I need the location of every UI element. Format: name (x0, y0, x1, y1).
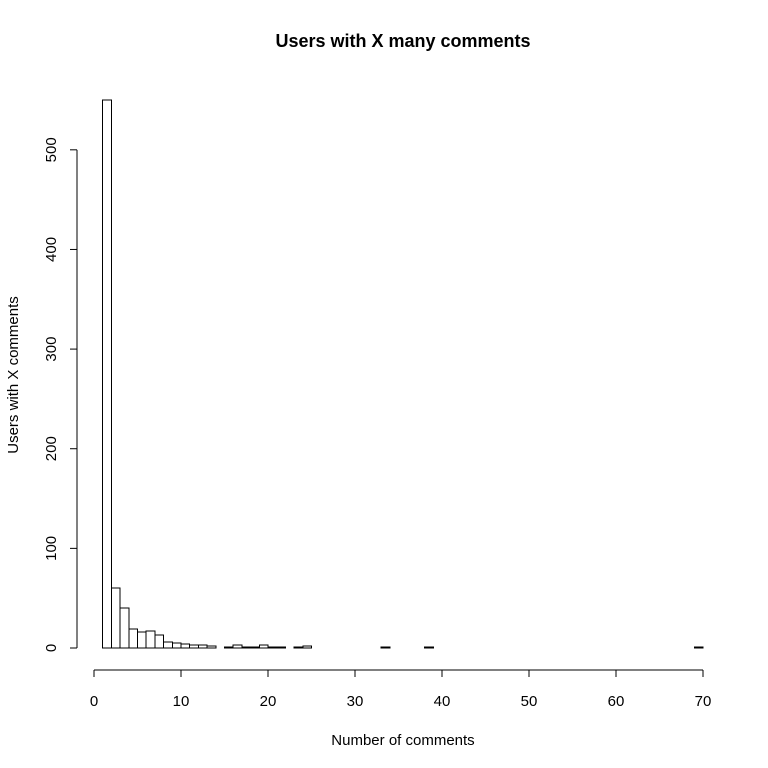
histogram-bar (197, 644, 208, 649)
x-axis-label: Number of comments (331, 732, 474, 749)
x-axis: 0 10 20 30 40 50 60 70 (90, 669, 712, 710)
histogram-bar (302, 645, 312, 649)
x-tick-label: 40 (434, 693, 451, 710)
chart-title: Users with X many comments (275, 31, 530, 51)
histogram-bar (241, 646, 252, 649)
histogram-bar (380, 646, 391, 649)
histogram-bar (224, 646, 234, 649)
histogram-bar (128, 628, 139, 649)
histogram-bar (424, 646, 434, 649)
x-tick-label: 30 (347, 693, 364, 710)
histogram-bar (293, 646, 304, 649)
histogram-bar (145, 630, 156, 649)
histogram-bar (276, 646, 286, 649)
bars-group (102, 99, 704, 649)
histogram-bar (110, 587, 121, 649)
histogram-bar (250, 646, 260, 649)
x-tick-label: 10 (173, 693, 190, 710)
histogram-bar (163, 641, 173, 649)
histogram-bar (137, 631, 147, 649)
histogram-bar (232, 644, 243, 649)
histogram-bar (154, 634, 165, 649)
histogram-bar (102, 99, 112, 649)
histogram-bar (258, 644, 269, 649)
histogram-bar (206, 645, 217, 649)
x-tick-label: 50 (521, 693, 538, 710)
x-tick-label: 70 (695, 693, 712, 710)
y-axis-label: Users with X comments (5, 296, 22, 454)
histogram-bar (180, 643, 191, 649)
y-tick-label: 500 (43, 137, 60, 162)
x-tick-label: 60 (608, 693, 625, 710)
histogram-bar (171, 642, 182, 649)
histogram-bar (693, 646, 704, 649)
y-tick-label: 0 (43, 644, 60, 652)
x-tick-label: 0 (90, 693, 98, 710)
y-tick-label: 300 (43, 337, 60, 362)
y-tick-label: 100 (43, 536, 60, 561)
histogram-bar (267, 646, 278, 649)
histogram-bar (119, 607, 130, 649)
histogram-bar (189, 644, 199, 649)
y-axis: 0 100 200 300 400 500 (43, 137, 78, 652)
y-tick-label: 200 (43, 436, 60, 461)
y-tick-label: 400 (43, 237, 60, 262)
x-tick-label: 20 (260, 693, 277, 710)
